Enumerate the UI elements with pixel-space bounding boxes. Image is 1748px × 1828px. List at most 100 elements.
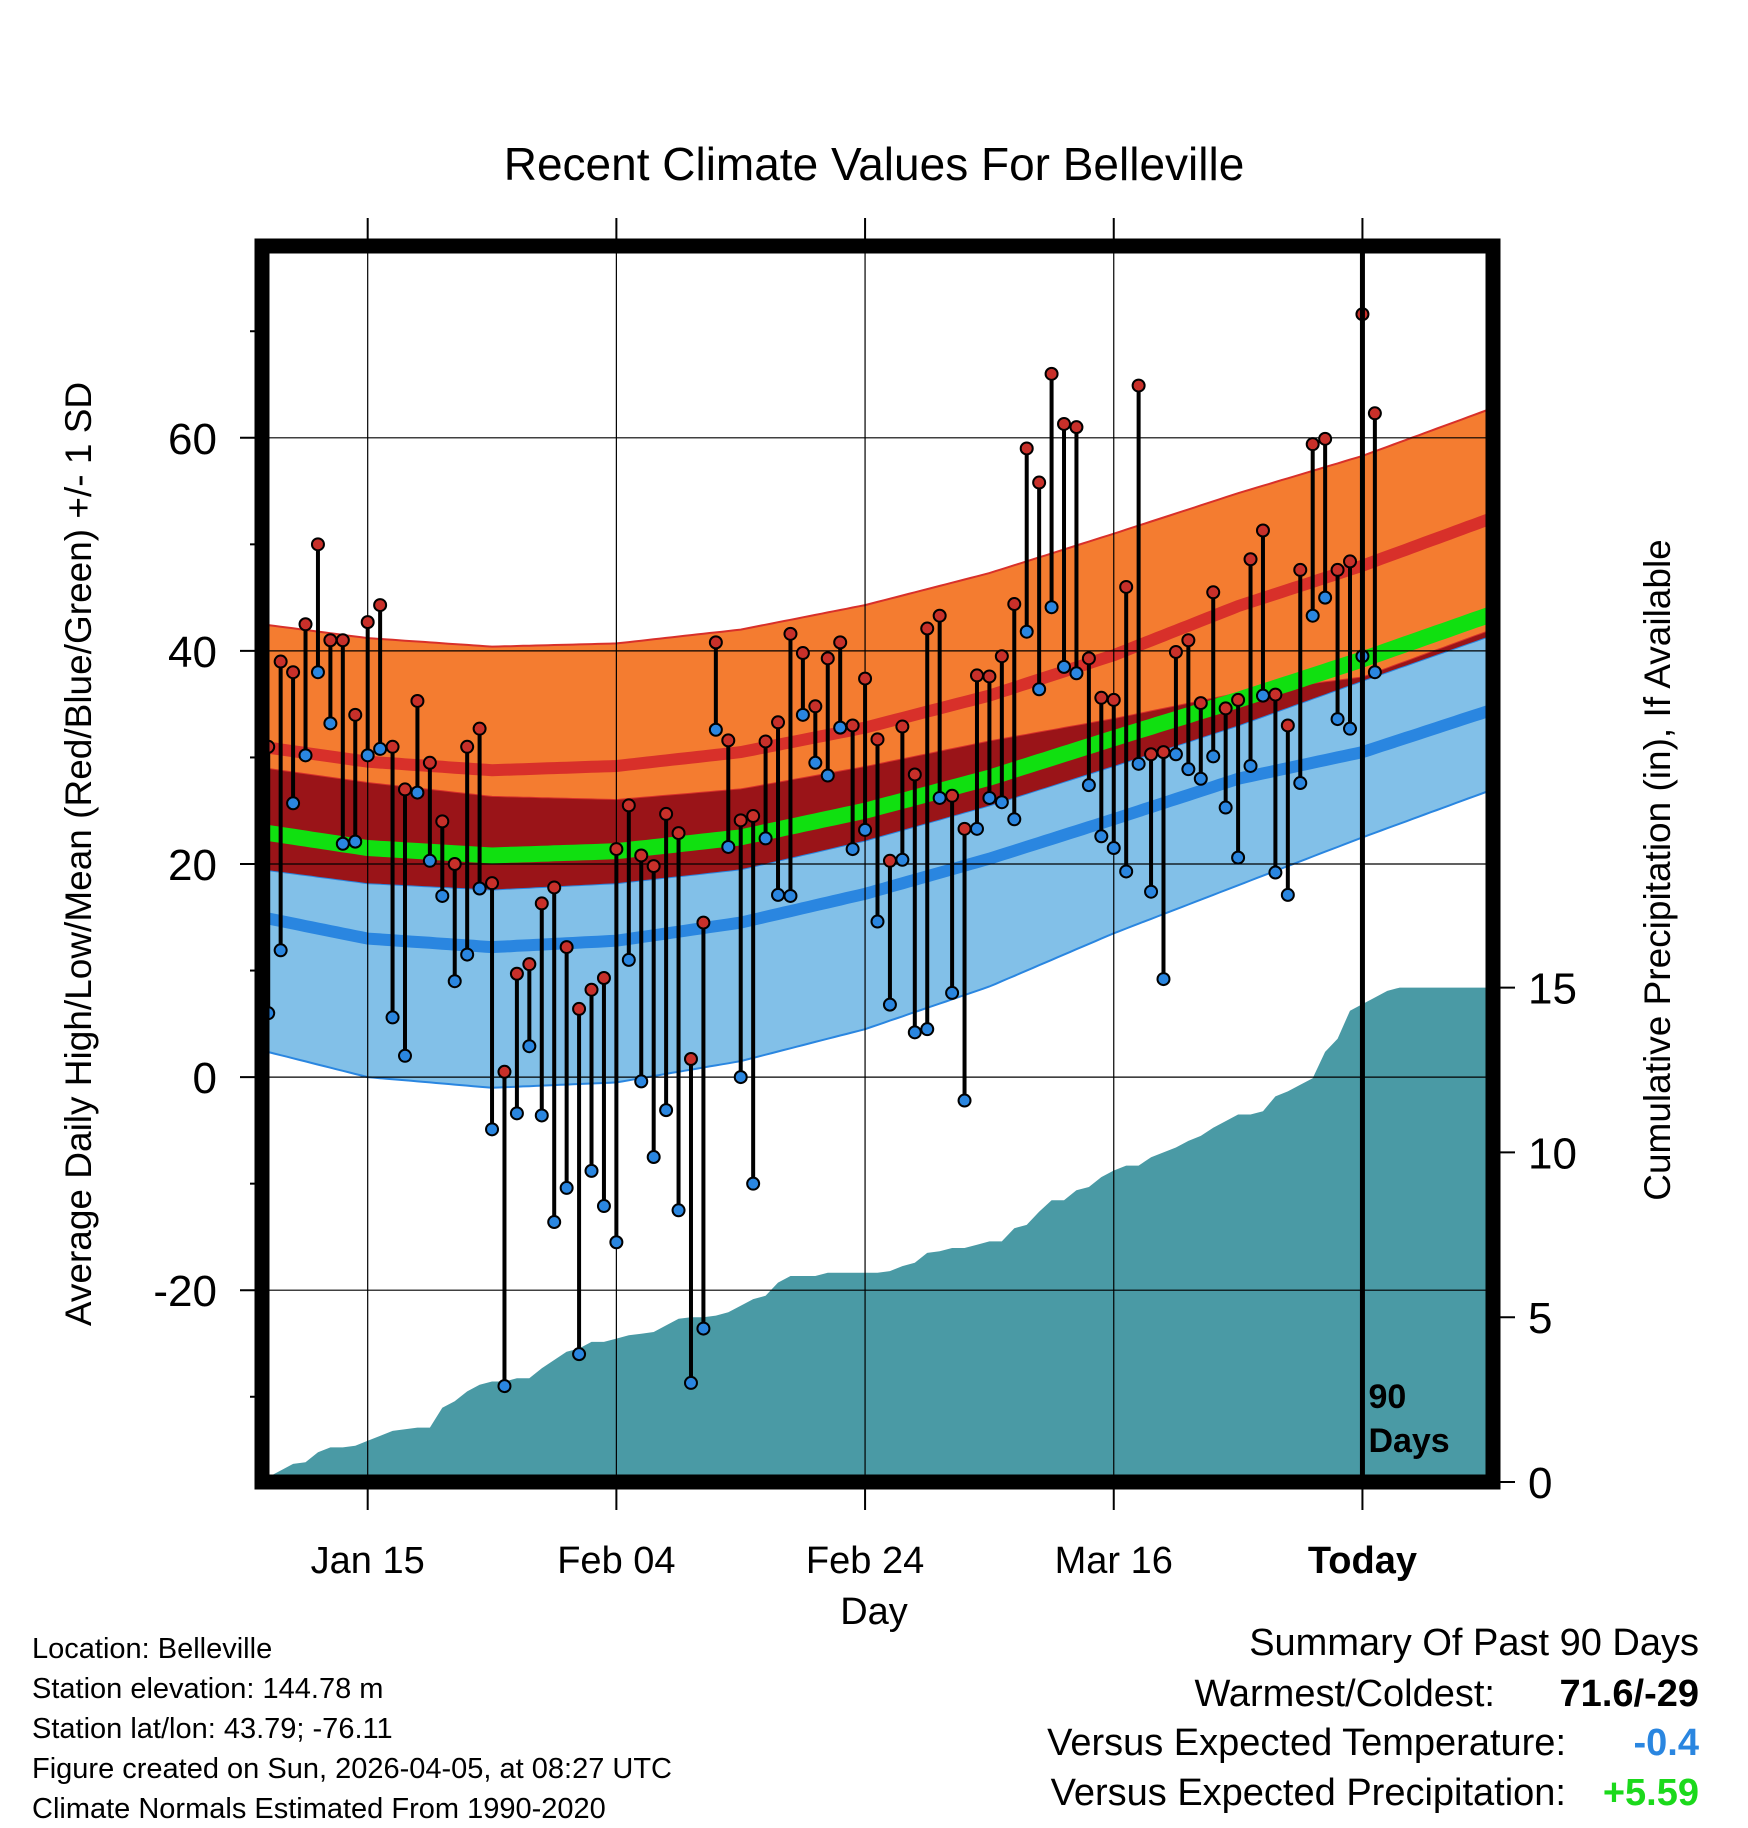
low-point: [1069, 666, 1084, 681]
high-point: [447, 857, 462, 871]
high-point: [273, 654, 288, 669]
high-point: [945, 788, 960, 803]
low-point: [683, 1375, 698, 1390]
high-point: [1007, 597, 1022, 612]
high-point: [1280, 718, 1295, 733]
high-point: [559, 940, 574, 955]
low-point: [1119, 864, 1134, 879]
low-point: [1019, 624, 1034, 639]
high-point: [1243, 552, 1258, 567]
warmest-coldest-label: Warmest/Coldest:: [1194, 1673, 1495, 1715]
high-point: [1119, 579, 1134, 594]
low-point: [1168, 747, 1183, 762]
low-point: [771, 887, 786, 902]
high-point: [858, 671, 873, 686]
high-point: [1181, 633, 1196, 648]
today-days-label: Days: [1368, 1422, 1449, 1460]
high-point: [845, 718, 860, 733]
high-point: [1343, 554, 1358, 569]
y2-tick-label: 15: [1528, 965, 1577, 1014]
high-point: [696, 915, 711, 930]
high-point: [882, 853, 897, 868]
high-point: [982, 669, 997, 684]
high-point: [994, 649, 1009, 664]
high-point: [584, 982, 599, 997]
station-latlon: Station lat/lon: 43.79; -76.11: [32, 1713, 393, 1745]
high-point: [1293, 562, 1308, 577]
high-point: [795, 646, 810, 661]
high-point: [783, 626, 798, 641]
low-point: [820, 768, 835, 783]
low-point: [982, 790, 997, 805]
low-point: [659, 1103, 674, 1118]
y-tick-label: 60: [168, 415, 217, 464]
low-point: [298, 748, 313, 763]
high-point: [497, 1064, 512, 1079]
low-point: [920, 1022, 935, 1037]
chart-title: Recent Climate Values For Belleville: [504, 138, 1245, 190]
low-point: [1330, 712, 1345, 727]
high-point: [932, 608, 947, 623]
high-point: [671, 826, 686, 841]
low-point: [895, 852, 910, 867]
y-tick-label: 20: [168, 841, 217, 890]
low-point: [1144, 884, 1159, 899]
low-point: [1255, 688, 1270, 703]
high-point: [609, 842, 624, 857]
low-point: [1318, 590, 1333, 605]
warmest-coldest-value: 71.6/-29: [1559, 1673, 1699, 1715]
plot-interior: 90 Days: [262, 246, 1493, 1482]
x-tick-label: Feb 24: [806, 1540, 924, 1582]
precip-anomaly-value: +5.59: [1602, 1772, 1699, 1814]
high-point: [397, 782, 412, 797]
high-point: [1019, 441, 1034, 456]
high-point: [435, 814, 450, 829]
low-point: [596, 1199, 611, 1214]
high-point: [659, 806, 674, 821]
low-point: [907, 1025, 922, 1040]
temp-anomaly-value: -0.4: [1633, 1722, 1699, 1764]
x-tick-label: Jan 15: [311, 1540, 425, 1582]
low-point: [758, 831, 773, 846]
axes: 60 40 20 0 -20 15 10 5 0 Jan 15 Feb 04 Feb 24 Mar 16…: [153, 218, 1577, 1582]
low-point: [584, 1163, 599, 1178]
high-point: [758, 734, 773, 749]
low-point: [882, 997, 897, 1012]
high-point: [1032, 475, 1047, 490]
low-point: [547, 1215, 562, 1230]
high-point: [1268, 687, 1283, 702]
high-point: [733, 813, 748, 828]
high-point: [509, 966, 524, 981]
low-point: [795, 707, 810, 722]
figure-created: Figure created on Sun, 2026-04-05, at 08…: [32, 1753, 672, 1785]
x-axis-label: Day: [840, 1591, 908, 1633]
y2-tick-label: 10: [1528, 1129, 1577, 1178]
points: [262, 307, 1382, 1394]
precip-anomaly-label: Versus Expected Precipitation:: [1050, 1772, 1566, 1814]
high-point: [907, 767, 922, 782]
plot-area: 90 Days: [262, 246, 1493, 1482]
high-point: [833, 635, 848, 650]
low-point: [360, 748, 375, 763]
high-point: [286, 665, 301, 680]
low-point: [1218, 800, 1233, 815]
high-point: [410, 693, 425, 708]
low-point: [783, 888, 798, 903]
today-days-label: 90: [1368, 1378, 1406, 1416]
high-point: [373, 598, 388, 613]
high-point: [1330, 562, 1345, 577]
low-point: [994, 795, 1009, 810]
high-point: [596, 971, 611, 986]
low-point: [1367, 665, 1382, 680]
high-point: [335, 633, 350, 648]
stems: [266, 314, 1377, 1387]
temp-anomaly-label: Versus Expected Temperature:: [1047, 1722, 1566, 1764]
low-point: [286, 796, 301, 811]
high-point: [957, 821, 972, 836]
high-point: [1044, 366, 1059, 381]
low-point: [373, 741, 388, 756]
high-point: [534, 896, 549, 911]
low-point: [646, 1150, 661, 1165]
high-point: [808, 699, 823, 714]
high-point: [348, 707, 363, 722]
